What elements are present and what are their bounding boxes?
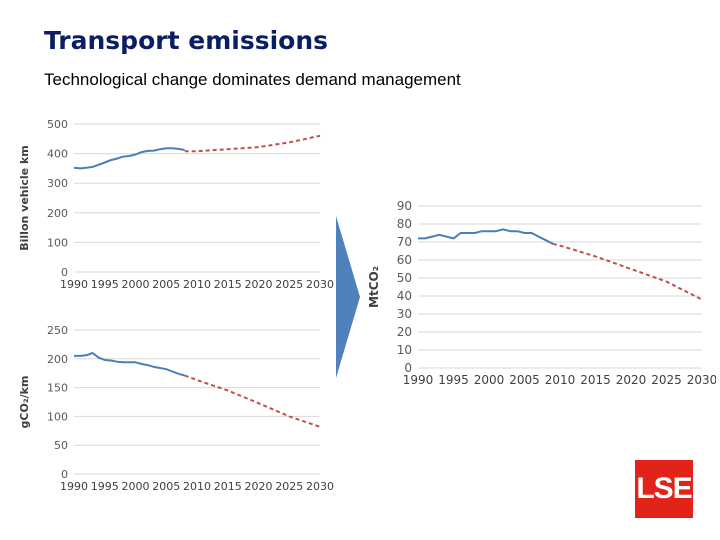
- y-tick-label: 200: [47, 353, 68, 366]
- y-tick-label: 100: [47, 236, 68, 249]
- y-tick-label: 100: [47, 410, 68, 423]
- x-tick-label: 2020: [245, 480, 273, 493]
- x-tick-label: 2000: [474, 373, 505, 387]
- y-tick-label: 70: [397, 235, 412, 249]
- x-tick-label: 2000: [122, 278, 150, 291]
- y-tick-label: 0: [61, 468, 68, 481]
- y-tick-label: 10: [397, 343, 412, 357]
- x-tick-label: 2015: [214, 480, 242, 493]
- x-tick-label: 2005: [509, 373, 540, 387]
- x-tick-label: 2000: [122, 480, 150, 493]
- y-tick-label: 150: [47, 382, 68, 395]
- y-tick-label: 50: [54, 439, 68, 452]
- projection-series-line: [552, 242, 703, 301]
- lse-logo: LSE: [635, 460, 693, 518]
- y-tick-label: 500: [47, 118, 68, 131]
- x-tick-label: 1995: [91, 480, 119, 493]
- slide-subtitle: Technological change dominates demand ma…: [44, 70, 461, 89]
- y-axis-label: Billon vehicle km: [18, 145, 31, 251]
- y-tick-label: 0: [61, 266, 68, 279]
- historical-series-line: [73, 147, 185, 170]
- historical-series-line: [418, 228, 554, 245]
- y-tick-label: 40: [397, 289, 412, 303]
- vehicle-km-chart: 0 100 200 300 400 500 1990 1995 2000 2005 2010 2015…: [18, 118, 334, 291]
- slide-title: Transport emissions: [44, 26, 328, 55]
- right-arrow-icon: [336, 216, 360, 378]
- x-tick-label: 2025: [275, 278, 303, 291]
- y-axis-label: gCO₂/km: [18, 376, 31, 429]
- y-tick-label: 400: [47, 148, 68, 161]
- historical-series-line: [74, 352, 185, 377]
- x-tick-label: 2030: [306, 480, 334, 493]
- x-tick-label: 1990: [60, 278, 88, 291]
- y-tick-label: 60: [397, 253, 412, 267]
- x-tick-label: 1990: [403, 373, 434, 387]
- y-tick-label: 90: [397, 199, 412, 213]
- y-tick-label: 250: [47, 324, 68, 337]
- x-tick-label: 2010: [183, 480, 211, 493]
- y-tick-label: 80: [397, 217, 412, 231]
- x-tick-label: 2015: [214, 278, 242, 291]
- x-tick-label: 2005: [152, 480, 180, 493]
- x-tick-label: 1995: [438, 373, 469, 387]
- projection-series-line: [184, 374, 321, 428]
- x-tick-label: 2025: [651, 373, 682, 387]
- x-tick-label: 2005: [152, 278, 180, 291]
- y-axis-label: MtCO₂: [367, 266, 381, 308]
- y-tick-label: 30: [397, 307, 412, 321]
- x-tick-label: 2020: [245, 278, 273, 291]
- y-tick-label: 20: [397, 325, 412, 339]
- x-tick-label: 2010: [183, 278, 211, 291]
- x-tick-label: 1995: [91, 278, 119, 291]
- x-tick-label: 2010: [545, 373, 576, 387]
- y-tick-label: 200: [47, 207, 68, 220]
- x-tick-label: 2030: [687, 373, 716, 387]
- x-tick-label: 2015: [580, 373, 611, 387]
- y-tick-label: 300: [47, 177, 68, 190]
- x-tick-label: 2025: [275, 480, 303, 493]
- y-tick-label: 0: [404, 361, 412, 375]
- x-tick-label: 2030: [306, 278, 334, 291]
- x-tick-label: 2020: [616, 373, 647, 387]
- x-tick-label: 1990: [60, 480, 88, 493]
- y-tick-label: 50: [397, 271, 412, 285]
- projection-series-line: [184, 134, 321, 153]
